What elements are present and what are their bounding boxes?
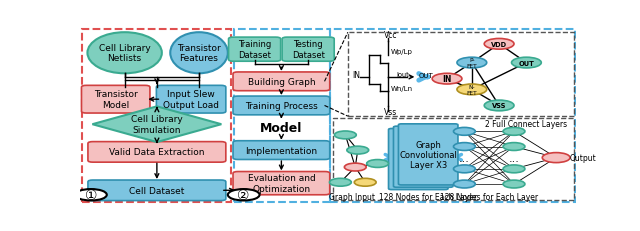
Circle shape [454,180,476,188]
Text: Evaluation and
Optimization: Evaluation and Optimization [248,174,316,193]
Circle shape [454,165,476,173]
Polygon shape [92,107,221,143]
Circle shape [335,131,356,139]
Circle shape [432,74,462,85]
Circle shape [75,189,107,201]
Bar [83,30,231,202]
Text: Cell Dataset: Cell Dataset [129,186,184,195]
Circle shape [355,179,376,186]
Circle shape [367,160,388,168]
Circle shape [503,128,525,136]
Text: Cell Library
Netlists: Cell Library Netlists [99,44,150,63]
Circle shape [503,180,525,188]
FancyBboxPatch shape [233,141,330,160]
Text: ...: ... [459,153,470,163]
Text: ②: ② [237,188,250,202]
Circle shape [228,189,260,201]
Text: Wp/Lp: Wp/Lp [391,49,413,55]
Text: Iout: Iout [396,71,409,77]
Circle shape [484,101,514,111]
Bar [234,30,330,202]
Bar [333,119,573,200]
Text: IN: IN [352,70,360,79]
Text: 128 Nodes for Each Layer: 128 Nodes for Each Layer [379,192,477,201]
Text: Implementation: Implementation [245,146,317,155]
Circle shape [484,39,514,50]
FancyBboxPatch shape [156,86,226,114]
FancyBboxPatch shape [388,129,448,190]
Text: Model: Model [260,122,303,135]
Text: Cell Library
Simulation: Cell Library Simulation [131,115,183,134]
Circle shape [457,85,487,95]
Circle shape [454,143,476,151]
Text: Testing
Dataset: Testing Dataset [292,40,324,60]
Text: IN: IN [442,75,452,84]
FancyBboxPatch shape [282,38,334,62]
Circle shape [511,58,541,69]
FancyBboxPatch shape [233,172,330,195]
Text: Input Slew
Output Load: Input Slew Output Load [163,90,219,109]
Circle shape [454,128,476,136]
FancyBboxPatch shape [233,97,330,115]
Text: Valid Data Extraction: Valid Data Extraction [109,148,205,157]
Text: Vss: Vss [383,108,397,117]
FancyBboxPatch shape [399,124,458,185]
Circle shape [344,164,366,171]
FancyBboxPatch shape [228,38,280,62]
Ellipse shape [170,33,228,74]
Text: 2 Full Connect Layers: 2 Full Connect Layers [485,119,568,128]
Text: Training
Dataset: Training Dataset [238,40,271,60]
Circle shape [347,146,369,154]
Text: VSS: VSS [492,103,506,109]
Text: VDD: VDD [491,42,507,48]
Text: Training Process: Training Process [245,101,317,110]
Text: P-
FET: P- FET [467,58,477,69]
Text: 128 Nodes for Each Layer: 128 Nodes for Each Layer [440,192,538,201]
Text: Output: Output [570,153,596,162]
Text: N-
FET: N- FET [467,85,477,95]
Circle shape [457,58,487,69]
Text: Graph Input: Graph Input [329,192,375,201]
Text: ...: ... [509,153,520,163]
Circle shape [503,143,525,151]
Text: Transistor
Model: Transistor Model [94,90,138,109]
Bar [348,33,573,117]
Text: Wn/Ln: Wn/Ln [391,86,413,92]
FancyBboxPatch shape [233,73,330,91]
Text: Vcc: Vcc [383,30,397,40]
Bar [330,30,575,202]
Ellipse shape [88,33,162,74]
Text: Transistor
Features: Transistor Features [177,44,221,63]
FancyBboxPatch shape [88,142,226,162]
FancyBboxPatch shape [81,86,150,114]
Circle shape [330,179,351,186]
Text: OUT: OUT [518,60,534,66]
Text: Building Graph: Building Graph [248,77,315,86]
FancyBboxPatch shape [88,180,226,201]
FancyBboxPatch shape [394,127,453,187]
Text: ①: ① [84,188,97,202]
Circle shape [503,165,525,173]
Text: OUT: OUT [419,73,433,79]
Circle shape [542,153,570,163]
Text: Graph
Convolutional
Layer X3: Graph Convolutional Layer X3 [399,140,457,170]
